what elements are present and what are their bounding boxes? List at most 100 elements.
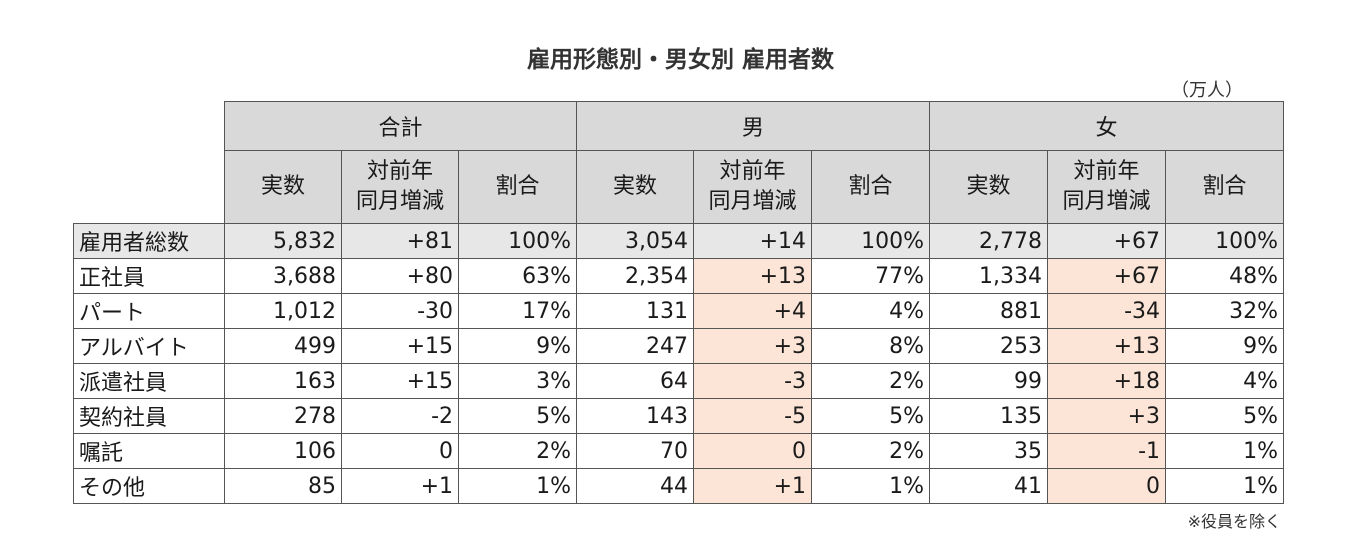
table-cell: 3% (458, 363, 577, 399)
table-row: 正社員 3,688 +80 63% 2,354 +13 77% 1,334 +67 48% (73, 258, 1284, 294)
table-cell: 2,354 (576, 258, 694, 294)
table-cell: 0 (1047, 468, 1166, 504)
table-cell: 4% (811, 293, 930, 329)
table-cell: +80 (341, 258, 459, 294)
subheader-yoy-line2: 同月増減 (355, 189, 444, 214)
subheader-yoy-line1: 対前年 (366, 159, 433, 185)
table-cell: 2,778 (929, 223, 1048, 259)
table-cell: 881 (929, 293, 1048, 329)
table-cell: +1 (693, 468, 812, 504)
table-cell: +1 (341, 468, 459, 504)
table-cell: -30 (341, 293, 459, 329)
table-title: 雇用形態別・男女別 雇用者数 (526, 47, 834, 73)
table-cell: +67 (1047, 258, 1166, 294)
table-cell: -5 (693, 398, 812, 434)
row-label: 正社員 (73, 258, 225, 294)
subheader-yoy-line2: 同月増減 (1062, 189, 1151, 214)
table-cell: +13 (693, 258, 812, 294)
table-row: その他 85 +1 1% 44 +1 1% 41 0 1% (73, 468, 1284, 504)
row-label: 雇用者総数 (73, 223, 225, 259)
row-label: パート (73, 293, 225, 329)
row-label: 契約社員 (73, 398, 225, 434)
table-cell: 77% (811, 258, 930, 294)
subheader-yoy-line1: 対前年 (719, 159, 786, 185)
subheader-yoy-female: 対前年 同月増減 (1047, 150, 1166, 224)
table-cell: 1% (1165, 468, 1284, 504)
subheader-yoy-total: 対前年 同月増減 (341, 150, 459, 224)
table-row: 嘱託 106 0 2% 70 0 2% 35 -1 1% (73, 433, 1284, 469)
table-cell: 44 (576, 468, 694, 504)
table-cell: 35 (929, 433, 1048, 469)
table-cell: 1% (1165, 433, 1284, 469)
table-cell: 63% (458, 258, 577, 294)
table-cell: 5% (458, 398, 577, 434)
table-cell: +18 (1047, 363, 1166, 399)
table-cell: +14 (693, 223, 812, 259)
table-cell: 5,832 (224, 223, 342, 259)
corner-cell (73, 101, 225, 224)
table-cell: 0 (693, 433, 812, 469)
table-cell: 1% (458, 468, 577, 504)
group-header-male: 男 (576, 101, 930, 151)
row-label: その他 (73, 468, 225, 504)
footnote: ※役員を除く (1187, 512, 1281, 531)
table-cell: 131 (576, 293, 694, 329)
table-cell: +81 (341, 223, 459, 259)
table-cell: +13 (1047, 328, 1166, 364)
table-cell: 0 (341, 433, 459, 469)
table-cell: 2% (811, 433, 930, 469)
group-header-female: 女 (929, 101, 1284, 151)
table-cell: 3,688 (224, 258, 342, 294)
employment-table: 合計 男 女 実数 対前年 同月増減 割合 実数 対前年 同月増減 割合 実数 対前年 同月増減 割合… (73, 101, 1284, 504)
row-label: 嘱託 (73, 433, 225, 469)
table-cell: +15 (341, 328, 459, 364)
table-cell: 278 (224, 398, 342, 434)
table-cell: 2% (458, 433, 577, 469)
table-cell: -3 (693, 363, 812, 399)
table-cell: +3 (1047, 398, 1166, 434)
table-cell: 2% (811, 363, 930, 399)
table-row: パート 1,012 -30 17% 131 +4 4% 881 -34 32% (73, 293, 1284, 329)
table-cell: 9% (458, 328, 577, 364)
table-cell: 100% (458, 223, 577, 259)
table-cell: -34 (1047, 293, 1166, 329)
table-row: 雇用者総数 5,832 +81 100% 3,054 +14 100% 2,778 +67 100… (73, 223, 1284, 259)
table-cell: 64 (576, 363, 694, 399)
table-cell: 17% (458, 293, 577, 329)
table-cell: 163 (224, 363, 342, 399)
table-cell: 5% (1165, 398, 1284, 434)
table-cell: 32% (1165, 293, 1284, 329)
table-row: 契約社員 278 -2 5% 143 -5 5% 135 +3 5% (73, 398, 1284, 434)
table-cell: 3,054 (576, 223, 694, 259)
subheader-actual-female: 実数 (929, 150, 1048, 224)
table-cell: 1,012 (224, 293, 342, 329)
row-label: 派遣社員 (73, 363, 225, 399)
table-cell: -1 (1047, 433, 1166, 469)
table-cell: 70 (576, 433, 694, 469)
subheader-yoy-line1: 対前年 (1073, 159, 1140, 185)
table-cell: 85 (224, 468, 342, 504)
subheader-actual-male: 実数 (576, 150, 694, 224)
group-header-total: 合計 (224, 101, 577, 151)
table-cell: 48% (1165, 258, 1284, 294)
row-label: アルバイト (73, 328, 225, 364)
table-cell: 100% (811, 223, 930, 259)
table-cell: 143 (576, 398, 694, 434)
table-cell: 1,334 (929, 258, 1048, 294)
table-cell: +3 (693, 328, 812, 364)
table-cell: -2 (341, 398, 459, 434)
table-cell: 41 (929, 468, 1048, 504)
subheader-share-female: 割合 (1165, 150, 1284, 224)
table-cell: 99 (929, 363, 1048, 399)
subheader-yoy-line2: 同月増減 (708, 189, 797, 214)
subheader-actual-total: 実数 (224, 150, 342, 224)
table-cell: 100% (1165, 223, 1284, 259)
table-cell: 5% (811, 398, 930, 434)
subheader-yoy-male: 対前年 同月増減 (693, 150, 812, 224)
subheader-row: 実数 対前年 同月増減 割合 実数 対前年 同月増減 割合 実数 対前年 同月増減 割合 (74, 150, 1284, 224)
unit-label: （万人） (1171, 80, 1243, 101)
table-cell: 247 (576, 328, 694, 364)
table-cell: +15 (341, 363, 459, 399)
table-cell: +67 (1047, 223, 1166, 259)
table-cell: 4% (1165, 363, 1284, 399)
